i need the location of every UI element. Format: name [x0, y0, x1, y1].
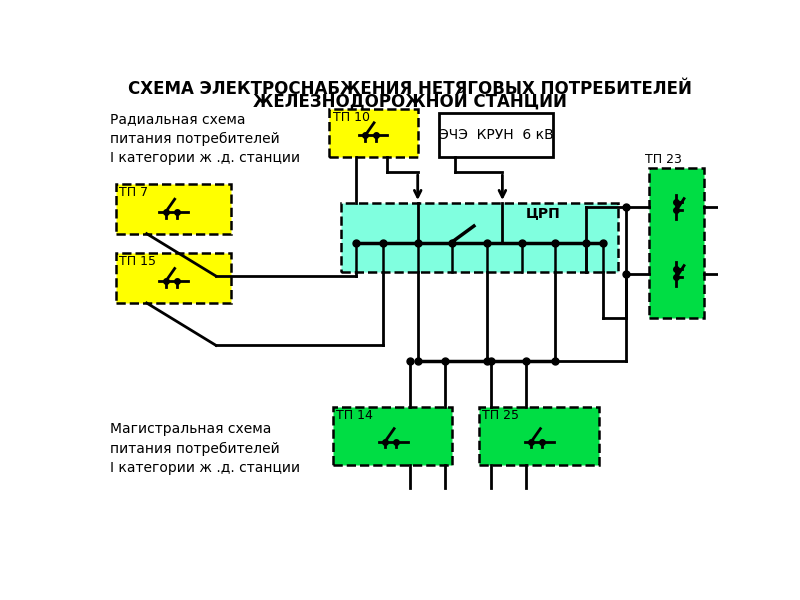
Text: ТП 25: ТП 25	[482, 409, 519, 422]
Bar	[116, 184, 231, 233]
Bar	[341, 203, 618, 272]
Bar	[116, 253, 231, 303]
Text: ЦРП: ЦРП	[526, 206, 560, 220]
Bar	[333, 407, 452, 464]
Bar	[439, 113, 554, 157]
Text: ТП 14: ТП 14	[336, 409, 373, 422]
Text: ТП 15: ТП 15	[119, 255, 156, 268]
Text: ТП 23: ТП 23	[645, 153, 682, 166]
Text: ЭЧЭ  КРУН  6 кВ: ЭЧЭ КРУН 6 кВ	[439, 128, 554, 142]
Bar	[329, 109, 418, 157]
Text: СХЕМА ЭЛЕКТРОСНАБЖЕНИЯ НЕТЯГОВЫХ ПОТРЕБИТЕЛЕЙ: СХЕМА ЭЛЕКТРОСНАБЖЕНИЯ НЕТЯГОВЫХ ПОТРЕБИ…	[128, 80, 692, 98]
Text: ТП 7: ТП 7	[119, 186, 148, 199]
Text: ТП 10: ТП 10	[333, 111, 370, 124]
Bar	[649, 168, 704, 319]
Text: Радиальная схема
питания потребителей
I категории ж .д. станции: Радиальная схема питания потребителей I …	[110, 112, 300, 165]
Bar	[479, 407, 598, 464]
Text: ЖЕЛЕЗНОДОРОЖНОЙ СТАНЦИИ: ЖЕЛЕЗНОДОРОЖНОЙ СТАНЦИИ	[253, 92, 567, 111]
Text: Магистральная схема
питания потребителей
I категории ж .д. станции: Магистральная схема питания потребителей…	[110, 422, 300, 475]
